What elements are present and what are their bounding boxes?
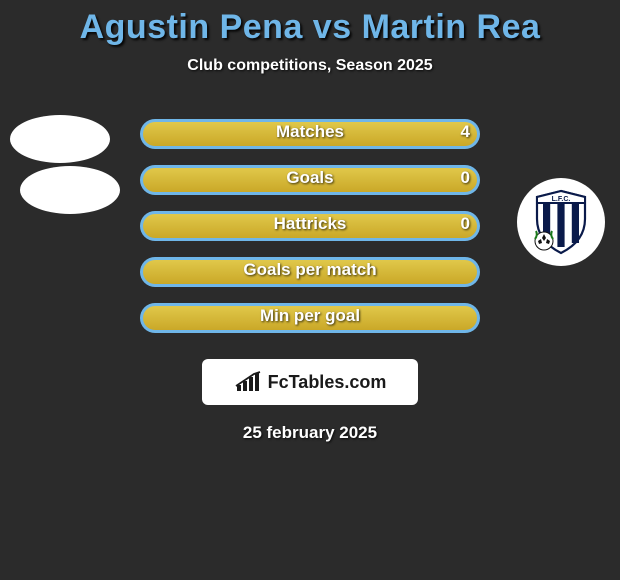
stat-bar-fill-right — [143, 306, 477, 330]
watermark-text: FcTables.com — [268, 372, 387, 393]
stat-bar-fill-right — [143, 260, 477, 284]
subtitle: Club competitions, Season 2025 — [0, 57, 620, 75]
date: 25 february 2025 — [0, 423, 620, 443]
stat-row: Matches4 — [0, 119, 620, 165]
stat-bar-fill-right — [143, 122, 477, 146]
stat-row: Goals0 — [0, 165, 620, 211]
stat-value-right: 0 — [461, 168, 470, 188]
stat-row: Hattricks0 — [0, 211, 620, 257]
stat-bar-fill-right — [143, 168, 477, 192]
stat-row: Min per goal — [0, 303, 620, 349]
stat-rows: Matches4Goals0Hattricks0Goals per matchM… — [0, 119, 620, 349]
title: Agustin Pena vs Martin Rea — [0, 0, 620, 47]
stat-value-right: 0 — [461, 214, 470, 234]
stat-value-right: 4 — [461, 122, 470, 142]
comparison-card: Agustin Pena vs Martin Rea Club competit… — [0, 0, 620, 443]
watermark: FcTables.com — [202, 359, 418, 405]
stat-bar-fill-right — [143, 214, 477, 238]
stat-row: Goals per match — [0, 257, 620, 303]
watermark-chart-icon — [234, 371, 262, 393]
